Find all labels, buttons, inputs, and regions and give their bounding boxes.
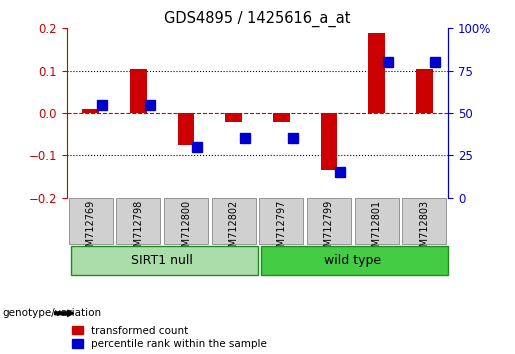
Text: genotype/variation: genotype/variation — [3, 308, 101, 318]
FancyBboxPatch shape — [260, 198, 303, 244]
Text: GSM712797: GSM712797 — [277, 200, 286, 259]
Text: GSM712798: GSM712798 — [133, 200, 143, 259]
FancyBboxPatch shape — [164, 198, 208, 244]
FancyBboxPatch shape — [261, 246, 448, 275]
Title: GDS4895 / 1425616_a_at: GDS4895 / 1425616_a_at — [164, 11, 351, 27]
Text: GSM712802: GSM712802 — [229, 200, 238, 259]
Bar — [416, 69, 433, 113]
Bar — [273, 113, 289, 121]
Bar — [226, 113, 242, 121]
Text: GSM712799: GSM712799 — [324, 200, 334, 259]
Text: SIRT1 null: SIRT1 null — [131, 254, 193, 267]
FancyBboxPatch shape — [307, 198, 351, 244]
Text: GSM712803: GSM712803 — [419, 200, 429, 259]
Bar — [321, 113, 337, 170]
Text: GSM712769: GSM712769 — [86, 200, 96, 259]
Bar — [82, 109, 99, 113]
Bar — [130, 69, 147, 113]
FancyBboxPatch shape — [116, 198, 160, 244]
FancyBboxPatch shape — [355, 198, 399, 244]
FancyBboxPatch shape — [402, 198, 446, 244]
Text: GSM712801: GSM712801 — [372, 200, 382, 259]
FancyBboxPatch shape — [69, 198, 113, 244]
Text: wild type: wild type — [324, 254, 381, 267]
Bar — [368, 33, 385, 113]
FancyBboxPatch shape — [212, 198, 255, 244]
Legend: transformed count, percentile rank within the sample: transformed count, percentile rank withi… — [72, 326, 267, 349]
Text: GSM712800: GSM712800 — [181, 200, 191, 259]
Bar — [178, 113, 194, 145]
FancyBboxPatch shape — [71, 246, 258, 275]
